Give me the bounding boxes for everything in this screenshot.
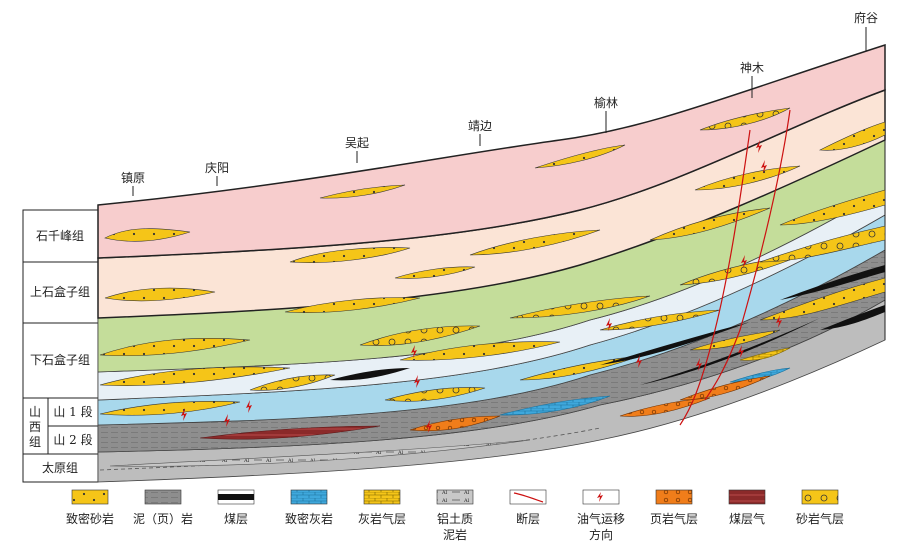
legend-label-shale-gas: 页岩气层 — [650, 511, 698, 526]
legend-label-tight-limestone: 致密灰岩 — [285, 511, 333, 526]
coal-seams — [330, 265, 885, 385]
legend-label-coal-seam: 煤层 — [224, 512, 248, 526]
legend-item-limestone-gas: 灰岩气层 — [358, 489, 406, 526]
location-yulin: 榆林 — [594, 95, 618, 110]
legend-item-shale-gas: 页岩气层 — [650, 489, 698, 526]
location-shenmu: 神木 — [740, 61, 764, 75]
location-wuqi: 吴起 — [345, 136, 369, 150]
legend-label-sandstone-gas: 砂岩气层 — [796, 511, 844, 526]
faults — [679, 109, 791, 426]
legend: 致密砂岩 泥（页）岩 煤层 致密灰岩 灰岩气层 铝土质 泥岩 断层 — [66, 489, 844, 542]
strat-label-taiyuan: 太原组 — [42, 460, 78, 475]
legend-swatch-tight-limestone — [290, 489, 328, 505]
legend-label-limestone-gas: 灰岩气层 — [358, 511, 406, 526]
legend-label-coalbed-gas: 煤层气 — [729, 511, 765, 526]
legend-swatch-bauxite-mudstone — [436, 489, 474, 505]
migration-arrows — [181, 140, 782, 433]
legend-swatch-sandstone-gas — [801, 489, 839, 505]
legend-item-migration-direction: 油气运移 方向 — [577, 489, 625, 542]
legend-item-sandstone-gas: 砂岩气层 — [796, 489, 844, 526]
strat-label-shanxi-2: 西 — [29, 420, 41, 434]
strat-column: 石千峰组 上石盒子组 下石盒子组 山 西 组 山 1 段 山 2 段 太原组 — [22, 209, 99, 483]
strat-label-lower-shihezi: 下石盒子组 — [30, 352, 90, 367]
legend-label-migration-direction-2: 方向 — [589, 527, 613, 542]
location-jingbian: 靖边 — [468, 119, 492, 133]
location-qingyang: 庆阳 — [205, 161, 229, 175]
strat-label-shiqianfeng: 石千峰组 — [36, 229, 84, 243]
location-fugu: 府谷 — [854, 10, 878, 25]
legend-item-coal-seam: 煤层 — [217, 489, 255, 526]
strat-label-shanxi-3: 组 — [29, 435, 41, 449]
legend-label-fault: 断层 — [516, 511, 540, 526]
legend-swatch-shale-gas — [655, 489, 693, 505]
location-zhenyuan: 镇原 — [121, 171, 145, 185]
legend-item-coalbed-gas: 煤层气 — [728, 489, 766, 526]
legend-swatch-coalbed-gas — [728, 489, 766, 505]
legend-label-migration-direction-1: 油气运移 — [577, 511, 625, 526]
legend-swatch-tight-sandstone — [71, 489, 109, 505]
legend-swatch-limestone-gas — [363, 489, 401, 505]
legend-item-fault: 断层 — [509, 489, 547, 526]
legend-item-mudstone: 泥（页）岩 — [133, 489, 193, 526]
strat-label-shanxi-1: 山 — [29, 405, 41, 419]
legend-label-bauxite-mudstone-2: 泥岩 — [443, 527, 467, 542]
legend-label-bauxite-mudstone-1: 铝土质 — [437, 511, 473, 526]
legend-label-tight-sandstone: 致密砂岩 — [66, 511, 114, 526]
legend-item-bauxite-mudstone: 铝土质 泥岩 — [436, 489, 474, 542]
strat-label-shan1: 山 1 段 — [53, 404, 92, 419]
legend-item-tight-sandstone: 致密砂岩 — [66, 489, 114, 526]
other-lenses — [109, 347, 791, 467]
strat-label-shan2: 山 2 段 — [53, 432, 92, 447]
legend-label-mudstone: 泥（页）岩 — [133, 511, 193, 526]
legend-item-tight-limestone: 致密灰岩 — [285, 489, 333, 526]
strat-label-upper-shihezi: 上石盒子组 — [30, 284, 90, 299]
legend-swatch-mudstone — [144, 489, 182, 505]
location-markers: 镇原 庆阳 吴起 靖边 榆林 神木 府谷 — [121, 10, 878, 196]
